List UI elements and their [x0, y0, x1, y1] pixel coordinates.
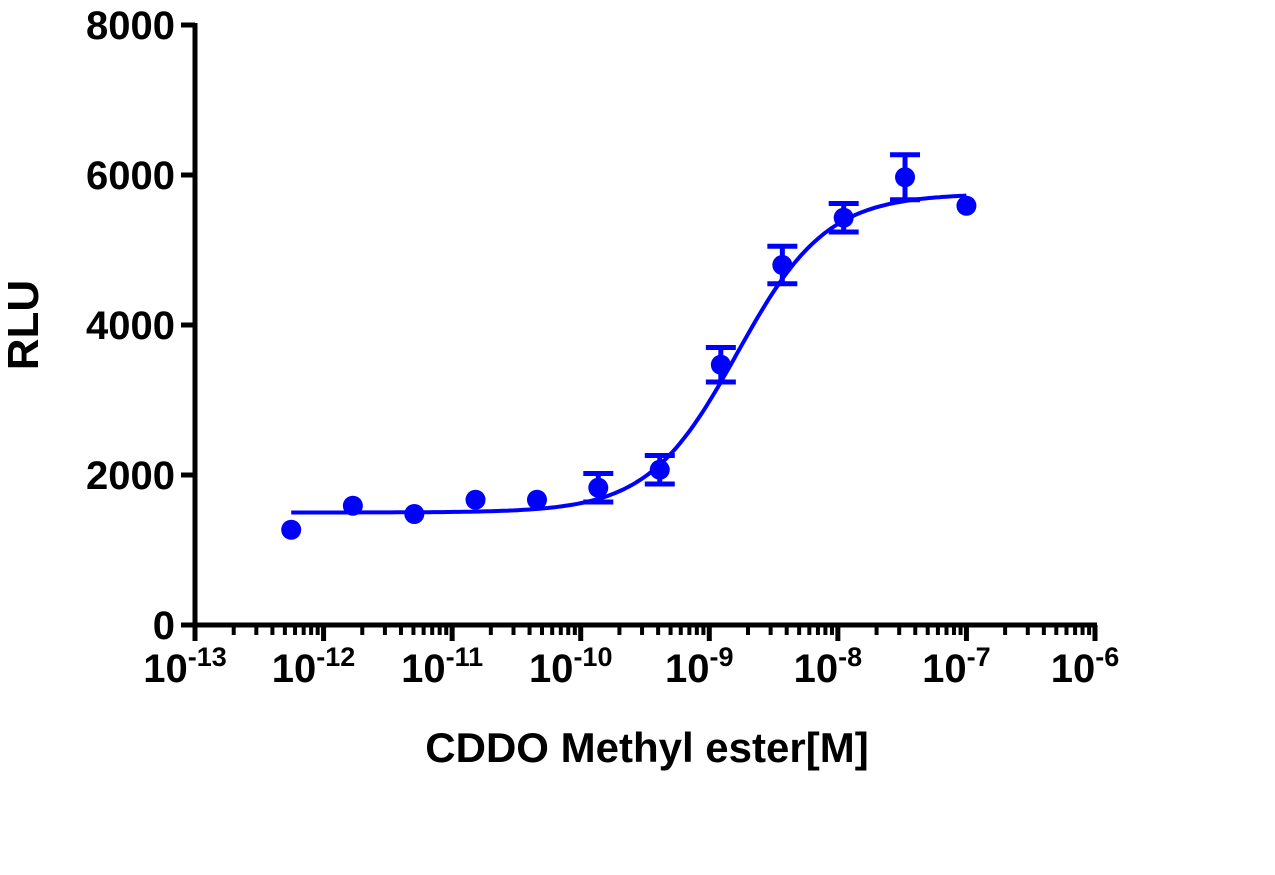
x-tick-label: 10-7: [922, 642, 991, 691]
x-tick-label: 10-11: [401, 642, 483, 691]
x-tick-exponent: -9: [710, 642, 734, 672]
data-point: [772, 255, 793, 275]
data-point: [710, 354, 731, 375]
x-tick-exponent: -12: [316, 642, 355, 672]
data-point: [465, 489, 486, 510]
data-point: [526, 489, 547, 510]
x-tick-exponent: -6: [1095, 642, 1119, 672]
data-point: [281, 519, 302, 540]
x-tick-exponent: -11: [446, 642, 484, 672]
x-tick-label: 10-6: [1051, 642, 1120, 691]
y-tick-label: 2000: [86, 454, 175, 498]
x-tick-base: 10: [665, 647, 710, 691]
x-tick-label: 10-12: [272, 642, 356, 691]
y-tick-label: 4000: [86, 304, 175, 348]
data-points-group: [281, 152, 977, 540]
x-tick-base: 10: [401, 647, 446, 691]
x-tick-base: 10: [922, 647, 967, 691]
x-tick-exponent: -13: [188, 642, 227, 672]
y-tick-label: 8000: [86, 4, 175, 48]
data-point: [404, 504, 425, 524]
x-tick-label: 10-8: [794, 642, 863, 691]
y-tick-label: 6000: [86, 154, 175, 198]
x-tick-label: 10-13: [143, 642, 227, 691]
fit-curve-group: [291, 193, 967, 515]
data-point: [588, 477, 609, 498]
data-point: [833, 207, 854, 228]
data-point: [342, 495, 363, 516]
x-tick-base: 10: [272, 647, 317, 691]
data-point: [649, 459, 670, 480]
x-tick-exponent: -10: [573, 642, 612, 672]
fit-curve: [291, 193, 967, 515]
x-tick-base: 10: [794, 647, 839, 691]
x-tick-label: 10-10: [529, 642, 613, 691]
x-tick-base: 10: [529, 647, 574, 691]
x-tick-exponent: -8: [838, 642, 862, 672]
x-tick-base: 10: [1051, 647, 1096, 691]
data-point: [895, 167, 916, 188]
x-axis-label: CDDO Methyl ester[M]: [425, 724, 868, 771]
x-tick-label: 10-9: [665, 642, 734, 691]
x-tick-exponent: -7: [967, 642, 991, 672]
y-axis-label: RLU: [0, 280, 48, 370]
y-tick-label: 0: [153, 604, 175, 648]
x-tick-base: 10: [143, 647, 188, 691]
data-point: [956, 195, 977, 216]
